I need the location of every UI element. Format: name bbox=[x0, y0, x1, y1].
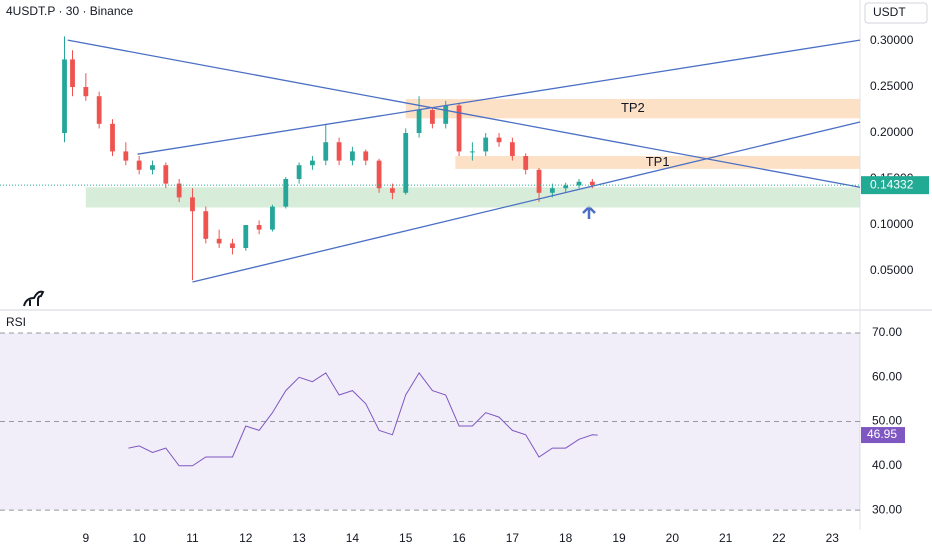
zone-label: TP1 bbox=[646, 154, 670, 169]
candle-body bbox=[283, 179, 289, 207]
x-tick-label: 12 bbox=[239, 531, 253, 545]
logo bbox=[23, 290, 45, 307]
candle-body bbox=[336, 142, 342, 161]
x-tick-label: 19 bbox=[612, 531, 626, 545]
rsi-tick-label: 40.00 bbox=[872, 458, 902, 472]
candle-body bbox=[363, 151, 369, 161]
candle-body bbox=[96, 96, 102, 124]
candle-body bbox=[230, 243, 235, 248]
zone bbox=[455, 156, 860, 169]
candle-body bbox=[549, 188, 555, 193]
y-tick-label: 0.10000 bbox=[870, 217, 914, 231]
x-tick-label: 10 bbox=[132, 531, 146, 545]
candle-body bbox=[163, 165, 169, 184]
rsi-line bbox=[128, 372, 598, 467]
candle-body bbox=[310, 160, 315, 166]
x-tick-label: 23 bbox=[826, 531, 840, 545]
trendline bbox=[192, 121, 861, 283]
candle-body bbox=[123, 151, 129, 161]
candle-body bbox=[390, 188, 395, 193]
last-price-box bbox=[861, 176, 929, 195]
x-tick-label: 21 bbox=[719, 531, 733, 545]
x-tick-label: 11 bbox=[186, 531, 199, 545]
x-tick-label: 22 bbox=[772, 531, 786, 545]
rsi-tick-label: 30.00 bbox=[872, 502, 902, 516]
candle-body bbox=[576, 181, 582, 186]
zone-label: TP2 bbox=[621, 100, 645, 115]
indicator-label: RSI bbox=[6, 315, 26, 329]
rsi-tick-label: 70.00 bbox=[872, 325, 902, 339]
candle-body bbox=[62, 59, 67, 134]
rsi-last-label: 46.95 bbox=[867, 427, 897, 441]
candle-body bbox=[563, 185, 569, 189]
rsi-tick-label: 50.00 bbox=[872, 414, 902, 428]
trendline bbox=[137, 39, 861, 155]
x-tick-label: 13 bbox=[292, 531, 306, 545]
y-tick-label: 0.20000 bbox=[870, 125, 914, 139]
candle-body bbox=[70, 59, 75, 88]
candle-body bbox=[190, 197, 195, 212]
candle-body bbox=[403, 133, 409, 193]
x-tick-label: 9 bbox=[82, 531, 89, 545]
candle-body bbox=[176, 183, 182, 198]
candle-body bbox=[203, 211, 209, 239]
currency[interactable]: USDT bbox=[873, 5, 906, 19]
trendline bbox=[67, 39, 861, 188]
candle-body bbox=[523, 156, 529, 170]
y-tick-label: 0.05000 bbox=[870, 263, 914, 277]
candle-body bbox=[136, 160, 142, 170]
x-tick-label: 14 bbox=[346, 531, 360, 545]
zone bbox=[85, 187, 861, 208]
candle-body bbox=[509, 142, 515, 157]
candle-body bbox=[430, 110, 435, 124]
candle-body bbox=[416, 110, 422, 134]
rsi-tick-label: 60.00 bbox=[872, 369, 902, 383]
candle-body bbox=[83, 87, 89, 97]
candle-body bbox=[256, 225, 262, 230]
chart-title: 4USDT.P · 30 · Binance bbox=[6, 4, 133, 18]
candle-body bbox=[496, 137, 502, 143]
zone bbox=[405, 98, 860, 119]
y-tick-label: 0.30000 bbox=[870, 33, 914, 47]
candle-body bbox=[483, 137, 489, 152]
x-tick-label: 16 bbox=[452, 531, 466, 545]
candle-body bbox=[243, 225, 249, 248]
candle-body bbox=[469, 151, 475, 153]
x-tick-label: 20 bbox=[666, 531, 680, 545]
currency-box[interactable] bbox=[864, 2, 928, 24]
candle-body bbox=[110, 123, 115, 152]
x-tick-label: 15 bbox=[399, 531, 413, 545]
candle-body bbox=[376, 160, 382, 189]
rsi-band bbox=[0, 333, 860, 511]
candle-body bbox=[150, 165, 155, 170]
y-tick-label: 0.25000 bbox=[870, 79, 914, 93]
candle-body bbox=[456, 105, 462, 152]
candle-body bbox=[270, 206, 275, 230]
candle-body bbox=[350, 151, 355, 161]
candle-body bbox=[323, 142, 329, 161]
candle-body bbox=[443, 105, 449, 124]
rsi-last-box bbox=[861, 427, 905, 444]
x-tick-label: 18 bbox=[559, 531, 573, 545]
x-tick-label: 17 bbox=[506, 531, 520, 545]
candle-body bbox=[536, 169, 542, 193]
candle-body bbox=[296, 165, 302, 180]
candle-body bbox=[589, 181, 595, 186]
candle-body bbox=[216, 238, 222, 244]
last-price-label: 0.14332 bbox=[870, 177, 914, 191]
